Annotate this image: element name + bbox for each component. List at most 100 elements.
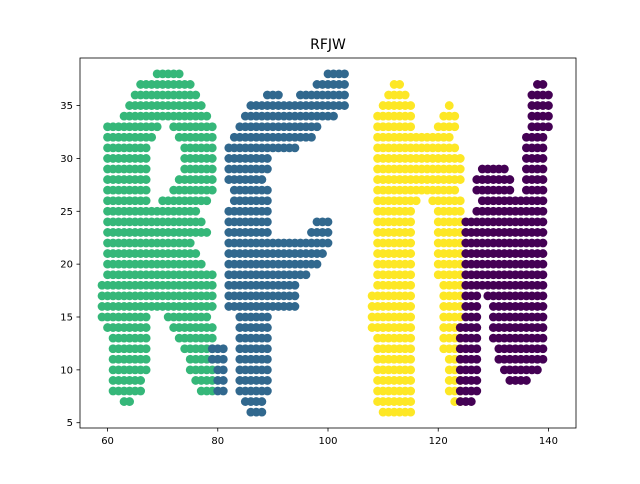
data-point	[141, 154, 151, 163]
data-point	[444, 132, 454, 142]
data-point	[406, 397, 416, 406]
data-point	[406, 259, 416, 269]
data-point	[152, 122, 162, 132]
x-tick-label: 60	[101, 436, 114, 447]
data-point	[207, 280, 217, 290]
data-point	[406, 249, 416, 258]
data-point	[411, 196, 421, 206]
y-tick-label: 10	[60, 365, 73, 376]
data-point	[262, 354, 272, 364]
scatter-points	[97, 69, 553, 417]
y-tick-label: 25	[60, 207, 73, 218]
data-point	[472, 333, 482, 343]
data-point	[340, 69, 349, 79]
data-point	[544, 122, 553, 132]
data-point	[207, 132, 217, 142]
data-point	[141, 312, 151, 322]
data-point	[406, 333, 416, 343]
data-point	[301, 270, 311, 280]
data-point	[191, 206, 201, 216]
data-point	[191, 249, 201, 258]
y-tick-label: 35	[60, 101, 73, 112]
data-point	[538, 270, 548, 280]
data-point	[196, 217, 206, 227]
data-point	[538, 333, 548, 343]
data-point	[406, 228, 416, 237]
data-point	[450, 122, 460, 132]
data-point	[400, 90, 410, 100]
data-point	[262, 365, 272, 375]
data-point	[472, 386, 482, 396]
data-point	[141, 354, 151, 364]
data-point	[538, 312, 548, 322]
data-point	[544, 101, 553, 110]
data-point	[262, 386, 272, 396]
series-F	[207, 69, 349, 417]
x-tick-label: 140	[539, 436, 558, 447]
data-point	[406, 111, 416, 121]
data-point	[472, 344, 482, 354]
data-point	[290, 302, 300, 311]
axes: 60 80 100 120 140 5 10 15 20 25 30 35	[60, 57, 577, 447]
data-point	[455, 164, 465, 174]
x-tick-label: 120	[429, 436, 448, 447]
data-point	[538, 259, 548, 269]
data-point	[207, 323, 217, 332]
data-point	[202, 111, 212, 121]
data-point	[406, 376, 416, 385]
data-point	[262, 154, 272, 163]
data-point	[207, 302, 217, 311]
data-point	[207, 270, 217, 280]
data-point	[262, 206, 272, 216]
y-tick-label: 30	[60, 154, 73, 165]
data-point	[202, 228, 212, 237]
data-point	[406, 323, 416, 332]
data-point	[538, 196, 548, 206]
y-tick-label: 20	[60, 260, 73, 271]
data-point	[196, 101, 206, 110]
data-point	[136, 386, 146, 396]
data-point	[406, 354, 416, 364]
data-point	[538, 354, 548, 364]
data-point	[538, 280, 548, 290]
data-point	[257, 397, 267, 406]
data-point	[262, 185, 272, 195]
data-point	[202, 196, 212, 206]
data-point	[455, 206, 465, 216]
data-point	[323, 228, 333, 237]
data-point	[544, 111, 553, 121]
data-point	[207, 154, 217, 163]
data-point	[218, 344, 228, 354]
data-point	[450, 185, 460, 195]
data-point	[472, 302, 482, 311]
data-point	[207, 175, 217, 184]
data-point	[218, 354, 228, 364]
data-point	[472, 291, 482, 301]
data-point	[538, 175, 548, 184]
data-point	[136, 376, 146, 385]
data-point	[340, 101, 349, 110]
data-point	[538, 291, 548, 301]
data-point	[544, 90, 553, 100]
series-R	[97, 69, 217, 406]
data-point	[538, 249, 548, 258]
y-tick-label: 15	[60, 313, 73, 324]
data-point	[538, 80, 548, 89]
data-point	[207, 333, 217, 343]
x-tick-label: 100	[318, 436, 337, 447]
data-point	[538, 206, 548, 216]
data-point	[538, 132, 548, 142]
data-point	[533, 365, 542, 375]
data-point	[257, 175, 267, 184]
data-point	[538, 344, 548, 354]
data-point	[406, 302, 416, 311]
data-point	[538, 185, 548, 195]
data-point	[499, 164, 509, 174]
data-point	[406, 344, 416, 354]
data-point	[262, 196, 272, 206]
data-point	[202, 312, 212, 322]
data-point	[141, 323, 151, 332]
data-point	[262, 228, 272, 237]
data-point	[406, 280, 416, 290]
data-point	[472, 376, 482, 385]
